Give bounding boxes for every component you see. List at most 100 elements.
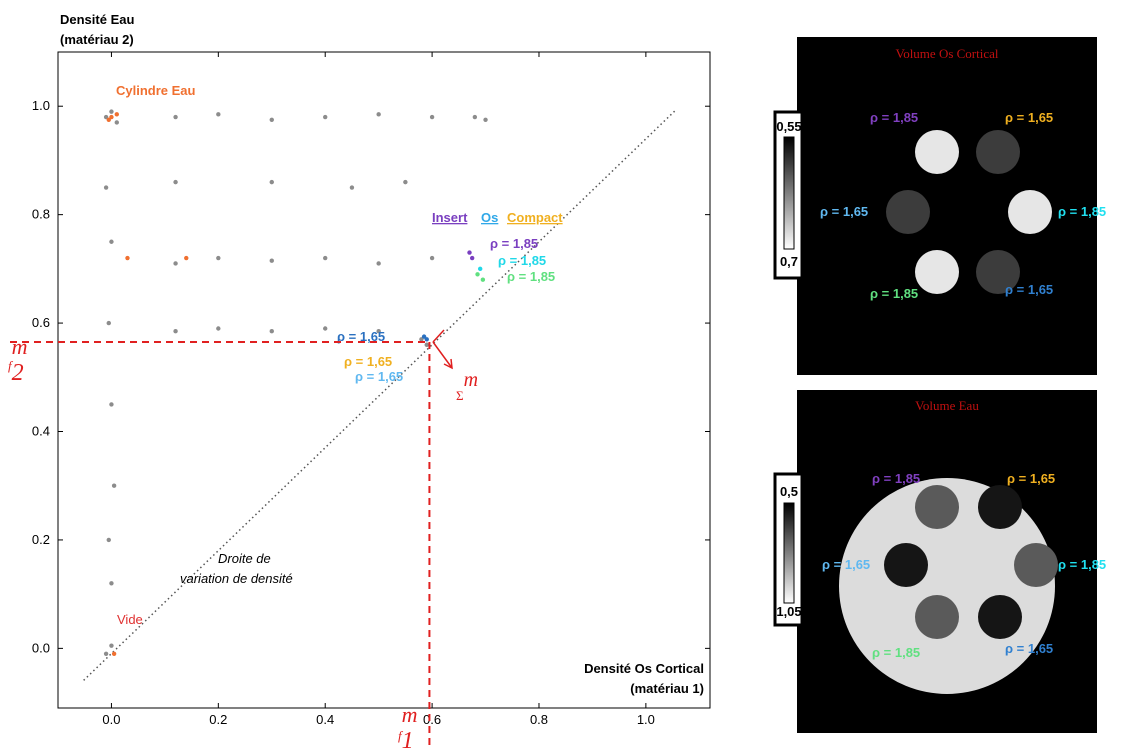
insert <box>1008 190 1052 234</box>
annotation: ρ = 1,85 <box>507 269 555 284</box>
y-tick-label: 1.0 <box>32 98 50 113</box>
point <box>429 255 435 261</box>
colorbar <box>783 502 795 604</box>
point <box>106 537 111 543</box>
x-axis-label: (matériau 1) <box>630 681 704 696</box>
point <box>109 581 114 586</box>
symbol-f1: f1m <box>398 702 418 751</box>
annotation: Cylindre Eau <box>116 83 196 98</box>
annotation: Os <box>481 210 498 225</box>
phantom <box>839 478 1055 694</box>
inserts <box>884 485 1058 639</box>
point <box>472 114 478 120</box>
point <box>125 255 130 261</box>
x-tick-label: 1.0 <box>637 712 655 727</box>
point <box>269 258 274 263</box>
x-tick-label: 0.6 <box>423 712 441 727</box>
point <box>109 114 114 120</box>
point <box>173 179 178 185</box>
insert <box>915 130 959 174</box>
point <box>323 114 328 120</box>
annotation: ρ = 1,65 <box>337 329 385 344</box>
point <box>421 334 427 339</box>
point <box>480 277 486 282</box>
symbol-sigma: Σm <box>456 369 478 403</box>
panel-label: ρ = 1,65 <box>820 204 868 219</box>
symbol: f <box>8 358 14 373</box>
sigma-arrows <box>432 329 453 370</box>
point <box>323 326 328 331</box>
point <box>475 272 480 277</box>
point <box>111 651 117 656</box>
point <box>216 255 221 261</box>
point <box>109 109 114 114</box>
colorbar-label: 0,5 <box>780 484 798 499</box>
symbol: m <box>402 702 418 727</box>
panel-label: ρ = 1,85 <box>870 286 918 301</box>
x-tick-label: 0.0 <box>102 712 120 727</box>
point <box>429 114 435 120</box>
symbol: 1 <box>402 728 414 751</box>
point <box>376 261 381 266</box>
point <box>469 255 475 261</box>
point <box>269 329 274 334</box>
insert <box>915 595 959 639</box>
point <box>424 337 429 342</box>
plot-frame <box>57 51 711 709</box>
panel-label: ρ = 1,65 <box>1005 110 1053 125</box>
annotation: variation de densité <box>180 571 293 586</box>
point <box>103 185 109 190</box>
insert <box>976 130 1020 174</box>
panel-label: ρ = 1,85 <box>872 471 920 486</box>
panel-label: ρ = 1,65 <box>1005 282 1053 297</box>
arrow-head <box>443 358 453 370</box>
point <box>477 266 483 272</box>
insert <box>978 595 1022 639</box>
point <box>103 651 109 656</box>
annotation: ρ = 1,65 <box>355 369 403 384</box>
insert <box>915 485 959 529</box>
colorbar-label: 0,55 <box>776 119 801 134</box>
y-tick-label: 0.8 <box>32 207 50 222</box>
colorbar-label: 0,7 <box>780 254 798 269</box>
annotation: ρ = 1,85 <box>490 236 538 251</box>
annotation: Droite de <box>218 551 271 566</box>
point <box>467 250 472 255</box>
insert <box>886 190 930 234</box>
point <box>109 402 114 407</box>
point <box>106 117 111 122</box>
x-tick-label: 0.8 <box>530 712 548 727</box>
y-axis-label: Densité Eau <box>60 12 134 27</box>
panel-label: ρ = 1,85 <box>1058 204 1106 219</box>
point <box>323 255 328 261</box>
point <box>349 185 355 190</box>
colorbar <box>783 136 795 250</box>
panel-title: Volume Os Cortical <box>895 46 998 61</box>
insert <box>915 250 959 294</box>
insert <box>884 543 928 587</box>
inserts <box>886 130 1052 294</box>
point <box>109 239 114 244</box>
panel-label: ρ = 1,85 <box>872 645 920 660</box>
point <box>269 117 274 122</box>
annotation: Vide <box>117 612 143 627</box>
point <box>111 483 117 488</box>
annotation: ρ = 1,65 <box>344 354 392 369</box>
insert <box>1014 543 1058 587</box>
symbol: 2 <box>12 360 24 386</box>
symbol: m <box>464 369 478 391</box>
point <box>103 114 109 120</box>
point <box>424 342 429 347</box>
point <box>376 112 381 117</box>
symbol: Σ <box>456 388 464 403</box>
arrow <box>432 341 453 369</box>
annotation: Compact <box>507 210 563 225</box>
point <box>376 329 381 334</box>
symbol: f <box>398 728 404 743</box>
plot-marks <box>83 109 677 681</box>
point <box>114 112 119 117</box>
point <box>106 320 111 326</box>
annotation: ρ = 1,85 <box>498 253 546 268</box>
panel-label: ρ = 1,65 <box>1005 641 1053 656</box>
x-axis-label: Densité Os Cortical <box>584 661 704 676</box>
